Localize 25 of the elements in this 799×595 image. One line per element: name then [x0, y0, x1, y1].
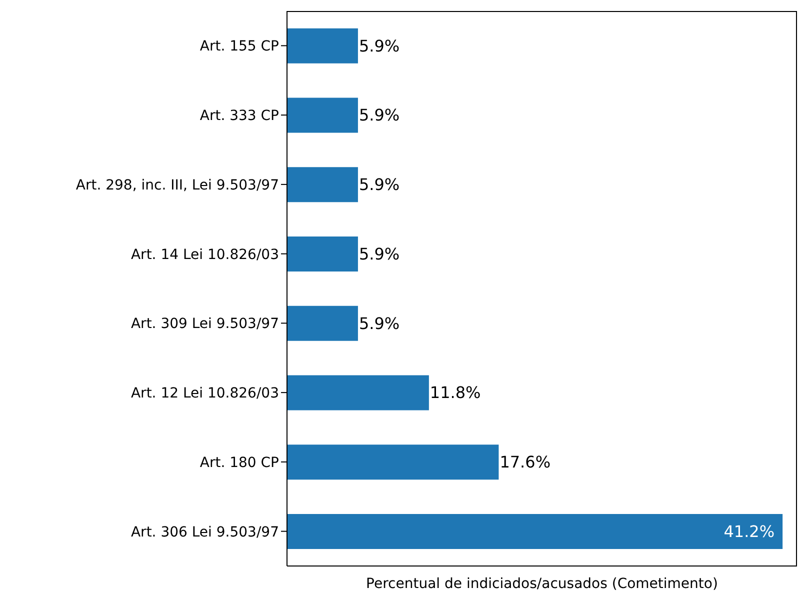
bar	[287, 28, 358, 64]
bar	[287, 514, 783, 549]
y-tick-label: Art. 309 Lei 9.503/97	[130, 316, 279, 332]
bar	[287, 375, 429, 410]
y-tick-label: Art. 306 Lei 9.503/97	[130, 524, 279, 540]
y-tick-label: Art. 155 CP	[200, 38, 279, 55]
y-tick-label: Art. 12 Lei 10.826/03	[130, 386, 279, 402]
data-label: 11.8%	[430, 383, 481, 402]
x-axis-title: Percentual de indiciados/acusados (Cometimento)	[366, 576, 718, 592]
bar	[287, 167, 358, 202]
y-tick-label: Art. 333 CP	[200, 108, 279, 124]
data-label: 41.2%	[724, 522, 775, 541]
data-label: 5.9%	[358, 106, 400, 125]
data-label: 5.9%	[358, 175, 400, 194]
y-tick-label: Art. 298, inc. III, Lei 9.503/97	[76, 177, 279, 194]
bar	[287, 306, 358, 341]
data-label: 5.9%	[358, 36, 400, 56]
y-tick-label: Art. 14 Lei 10.826/03	[130, 246, 279, 263]
data-label: 5.9%	[358, 314, 400, 333]
bar	[287, 98, 358, 133]
data-label: 5.9%	[358, 244, 400, 264]
bar	[287, 444, 499, 480]
y-tick-label: Art. 180 CP	[200, 454, 279, 471]
bar	[287, 236, 358, 272]
data-label: 17.6%	[500, 452, 551, 472]
